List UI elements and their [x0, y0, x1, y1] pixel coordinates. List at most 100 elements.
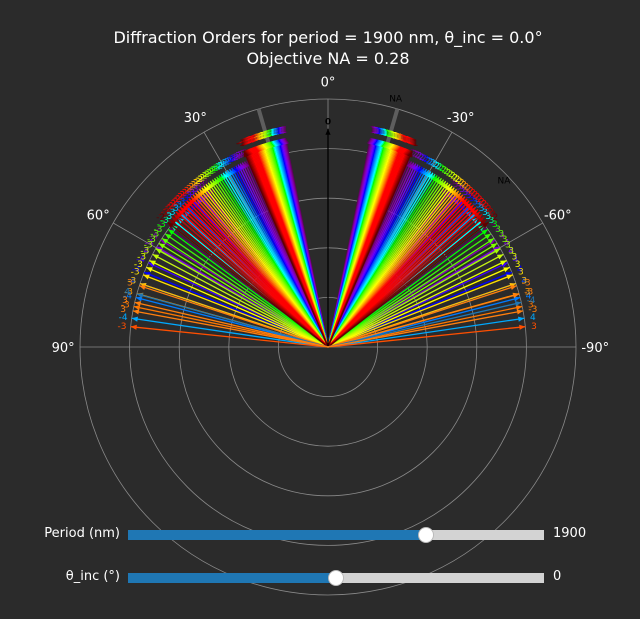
order-label: 1: [392, 131, 398, 141]
order-label: -2: [236, 150, 245, 160]
order-label: 1: [377, 127, 383, 137]
order-label: -3: [121, 301, 130, 311]
order-arrow-head: [493, 248, 501, 254]
order-label: 2: [435, 161, 441, 171]
order-arrow: [164, 233, 329, 348]
order-label: -4: [145, 238, 154, 248]
order-label: 1: [396, 133, 402, 143]
theta-slider-fill: [128, 573, 336, 583]
order-arrow-head: [480, 219, 487, 226]
order-label: 2: [414, 151, 420, 161]
order-arrow-head: [186, 200, 193, 207]
order-label: -1: [270, 128, 279, 138]
order-arrow: [167, 221, 329, 348]
order-label: 2: [461, 180, 467, 190]
order-label: 3: [449, 177, 455, 187]
order-label: 4: [508, 246, 514, 256]
order-label: 2: [430, 159, 436, 169]
order-label: 3: [472, 197, 478, 207]
order-label: 2: [426, 156, 432, 166]
order-label: 3: [505, 240, 511, 250]
order-arrow-head: [469, 214, 476, 220]
order-arrow: [155, 248, 329, 348]
order-arrow: [327, 233, 492, 348]
order-label: 2: [450, 172, 456, 182]
order-label: -2: [156, 213, 165, 223]
order-arrow: [149, 259, 329, 348]
theta-slider[interactable]: [128, 570, 544, 586]
order-label: -2: [239, 149, 248, 159]
order-label: 3: [476, 201, 482, 211]
order-arrow: [327, 228, 489, 348]
order-label: 2: [468, 186, 474, 196]
order-arrow-head: [514, 301, 522, 307]
order-label: 3: [489, 216, 495, 226]
order-label: -3: [189, 185, 198, 195]
order-arrow: [142, 274, 329, 348]
period-slider[interactable]: [128, 527, 544, 543]
order-label: -3: [522, 279, 531, 289]
order-arrow-head: [149, 260, 156, 266]
order-label: 1: [412, 139, 418, 149]
order-arrow-head: [143, 274, 150, 280]
chart-title-line-1: Diffraction Orders for period = 1900 nm,…: [113, 28, 542, 48]
order-label: -2: [203, 169, 212, 179]
order-label: 3: [502, 235, 508, 245]
order-label: -2: [187, 180, 196, 190]
order-arrow-head: [193, 201, 200, 208]
order-arrow-head: [134, 301, 142, 307]
order-arrow: [146, 266, 329, 348]
order-label: -3: [140, 246, 149, 256]
order-label: -1: [271, 127, 280, 137]
order-label: -1: [256, 132, 265, 142]
order-label: -1: [272, 127, 281, 137]
order-arrow-head: [482, 222, 489, 228]
order-arrow: [327, 237, 495, 348]
order-label: 4: [500, 231, 506, 241]
order-label: -3: [199, 177, 208, 187]
order-label: -1: [269, 128, 278, 138]
theta-slider-handle[interactable]: [328, 570, 344, 586]
order-arrow-head: [165, 233, 172, 240]
order-arrow: [327, 310, 524, 348]
order-label: -3: [147, 235, 156, 245]
order-label: -2: [174, 193, 183, 203]
order-label: 4: [504, 238, 510, 248]
order-label: 3: [485, 212, 491, 222]
order-arrow-head: [469, 207, 476, 214]
order-arrow: [327, 317, 525, 348]
order-label: 1: [385, 129, 391, 139]
order-label: -2: [230, 153, 239, 163]
order-label: 4: [530, 313, 536, 323]
order-label: -3: [134, 260, 143, 270]
order-arrow-head: [155, 248, 163, 254]
order-label: 2: [475, 193, 481, 203]
order-arrow-head: [490, 243, 498, 249]
order-label: 1: [372, 126, 378, 136]
order-arrow-head: [132, 309, 140, 315]
order-label: -3: [137, 253, 146, 263]
order-label: -3: [186, 188, 195, 198]
order-label: 4: [513, 255, 519, 265]
order-label: 2: [437, 163, 443, 173]
period-slider-handle[interactable]: [418, 527, 435, 543]
order-label: 3: [459, 185, 465, 195]
order-label: 3: [479, 204, 485, 214]
order-arrow: [327, 150, 413, 348]
order-label: -2: [178, 188, 187, 198]
order-label: -1: [276, 126, 285, 136]
order-arrow-head: [168, 229, 175, 236]
order-label: -3: [167, 208, 176, 218]
order-label: -3: [193, 182, 202, 192]
order-label: 2: [459, 179, 465, 189]
order-arrow-head: [139, 285, 146, 291]
order-arrow-head: [176, 211, 183, 218]
order-arrow-head: [187, 207, 194, 214]
order-label: -1: [257, 131, 266, 141]
order-label: -3: [180, 194, 189, 204]
order-arrow: [327, 221, 489, 348]
order-label: -4: [149, 231, 158, 241]
order-label: 3: [462, 188, 468, 198]
order-label: -1: [263, 130, 272, 140]
